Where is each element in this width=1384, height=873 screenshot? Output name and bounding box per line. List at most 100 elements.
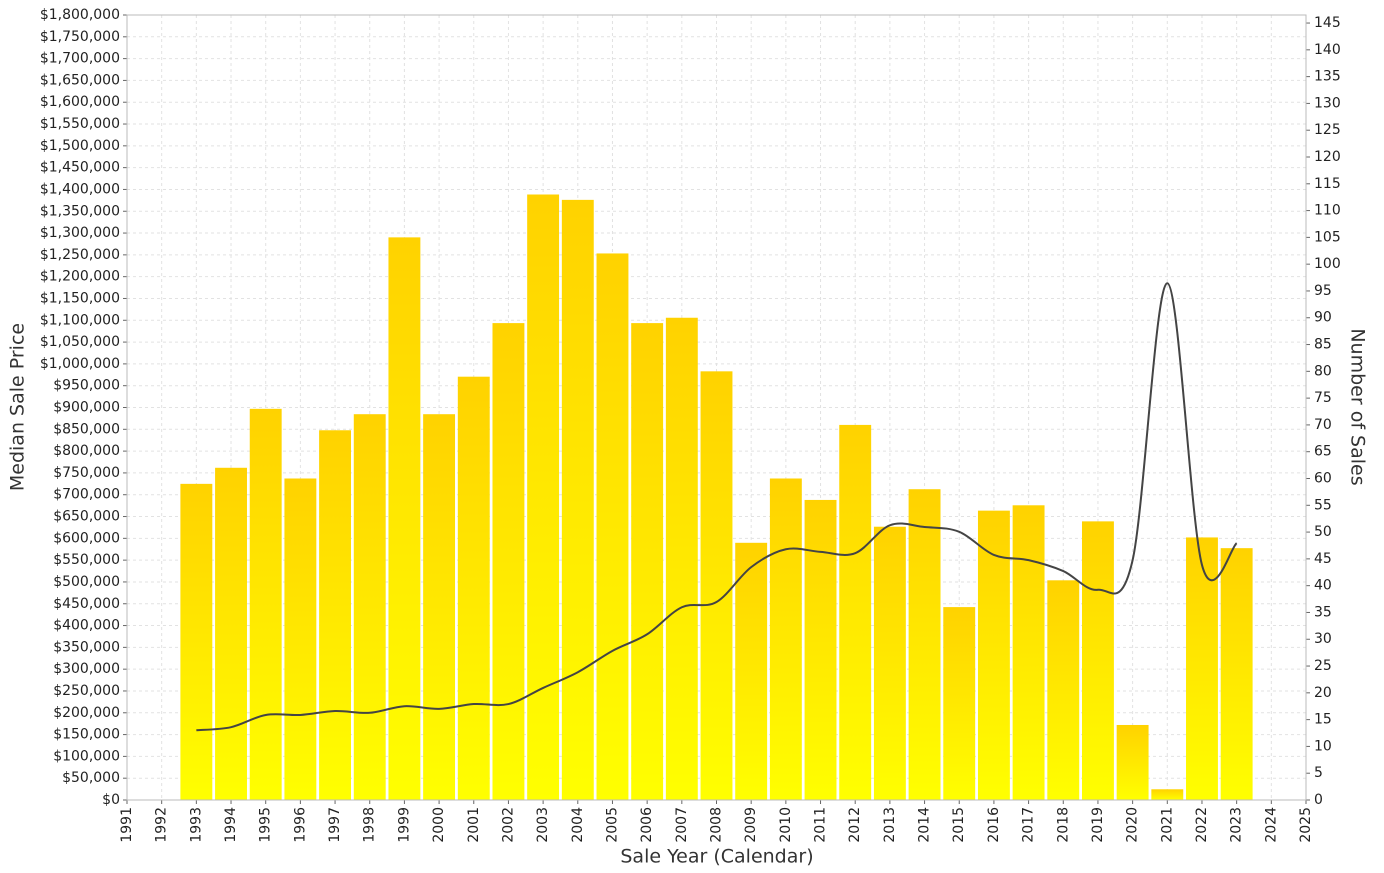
x-tick-label: 1993 <box>188 807 204 843</box>
y-tick-label: $400,000 <box>53 618 120 634</box>
x-tick-label: 2022 <box>1194 807 1210 843</box>
x-tick-label: 2023 <box>1229 807 1245 843</box>
x-tick-label: 2000 <box>431 807 447 843</box>
y2-tick-label: 40 <box>1314 578 1332 594</box>
bar <box>735 542 768 800</box>
y-axis-title: Median Sale Price <box>7 323 29 491</box>
x-tick-label: 2006 <box>639 807 655 843</box>
x-tick-label: 2025 <box>1298 807 1314 843</box>
y-tick-label: $1,450,000 <box>40 160 120 176</box>
bar <box>388 237 421 800</box>
y-tick-label: $50,000 <box>62 770 120 786</box>
y2-tick-label: 130 <box>1314 95 1341 111</box>
y2-tick-label: 30 <box>1314 631 1332 647</box>
bar <box>1116 724 1149 800</box>
bar <box>665 317 698 800</box>
bar <box>1012 505 1045 800</box>
bar <box>353 414 386 800</box>
y-tick-label: $650,000 <box>53 509 120 525</box>
bar <box>1186 537 1218 800</box>
bar <box>561 199 594 801</box>
y-tick-label: $750,000 <box>53 465 120 481</box>
y-tick-label: $700,000 <box>53 487 120 503</box>
x-tick-label: 2015 <box>951 807 967 843</box>
x-tick-label: 1992 <box>154 807 170 843</box>
bar <box>804 499 837 800</box>
y2-tick-label: 70 <box>1314 417 1332 433</box>
y-tick-label: $1,550,000 <box>40 116 120 132</box>
x-tick-label: 2024 <box>1263 807 1279 843</box>
y2-tick-label: 145 <box>1314 15 1341 31</box>
bar <box>839 424 872 800</box>
y2-tick-label: 10 <box>1314 738 1332 754</box>
x-tick-label: 2003 <box>535 807 551 843</box>
y-tick-label: $150,000 <box>53 727 120 743</box>
x-tick-label: 2012 <box>847 807 863 843</box>
y2-tick-label: 115 <box>1314 176 1341 192</box>
y-tick-label: $1,050,000 <box>40 334 120 350</box>
y-tick-label: $1,750,000 <box>40 29 120 45</box>
y-tick-label: $500,000 <box>53 574 120 590</box>
y-tick-label: $600,000 <box>53 530 120 546</box>
x-tick-label: 1996 <box>292 807 308 843</box>
y2-tick-label: 140 <box>1314 42 1341 58</box>
bar <box>1220 548 1253 800</box>
y2-tick-label: 20 <box>1314 685 1332 701</box>
bar <box>319 430 352 800</box>
x-tick-label: 1999 <box>396 807 412 843</box>
y-tick-label: $1,000,000 <box>40 356 120 372</box>
y2-tick-label: 50 <box>1314 524 1332 540</box>
bar <box>1081 521 1114 800</box>
y2-tick-label: 5 <box>1314 765 1323 781</box>
bar <box>457 376 490 800</box>
y-tick-label: $1,300,000 <box>40 225 120 241</box>
x-tick-label: 2010 <box>778 807 794 843</box>
y2-tick-label: 100 <box>1314 256 1341 272</box>
x-tick-label: 2011 <box>813 807 829 843</box>
y-tick-label: $300,000 <box>53 661 120 677</box>
bar <box>769 478 802 800</box>
bar <box>631 323 664 800</box>
y-tick-label: $1,200,000 <box>40 269 120 285</box>
y-tick-label: $1,650,000 <box>40 72 120 88</box>
x-tick-label: 1998 <box>362 807 378 843</box>
plot <box>180 194 1253 801</box>
bar <box>873 526 906 800</box>
y-tick-label: $1,600,000 <box>40 94 120 110</box>
x-tick-label: 2004 <box>570 807 586 843</box>
y2-tick-label: 80 <box>1314 363 1332 379</box>
bar <box>249 408 282 800</box>
y-tick-label: $1,500,000 <box>40 138 120 154</box>
y2-tick-label: 25 <box>1314 658 1332 674</box>
bar <box>596 253 629 801</box>
x-tick-label: 2014 <box>917 807 933 843</box>
x-tick-label: 2009 <box>743 807 759 843</box>
y2-tick-label: 35 <box>1314 604 1332 620</box>
x-tick-label: 2020 <box>1125 807 1141 843</box>
bar <box>943 607 976 800</box>
y2-tick-label: 95 <box>1314 283 1332 299</box>
bar <box>908 489 941 800</box>
y2-tick-label: 135 <box>1314 69 1341 85</box>
y2-tick-label: 55 <box>1314 497 1332 513</box>
y2-tick-label: 85 <box>1314 337 1332 353</box>
bar <box>1151 789 1184 800</box>
x-tick-label: 2005 <box>604 807 620 843</box>
y2-tick-label: 125 <box>1314 122 1341 138</box>
bar <box>1047 580 1080 800</box>
bar <box>700 371 733 800</box>
x-tick-label: 2017 <box>1021 807 1037 843</box>
x-tick-label: 2018 <box>1055 807 1071 843</box>
x-axis-title: Sale Year (Calendar) <box>620 846 813 868</box>
y2-tick-label: 90 <box>1314 310 1332 326</box>
y-tick-label: $250,000 <box>53 683 120 699</box>
y-tick-label: $0 <box>102 792 120 808</box>
y2-tick-label: 110 <box>1314 203 1341 219</box>
y2-tick-label: 45 <box>1314 551 1332 567</box>
y-tick-label: $1,350,000 <box>40 203 120 219</box>
bar <box>284 478 317 800</box>
line <box>196 282 1238 732</box>
bar <box>492 323 525 800</box>
y-tick-label: $950,000 <box>53 378 120 394</box>
